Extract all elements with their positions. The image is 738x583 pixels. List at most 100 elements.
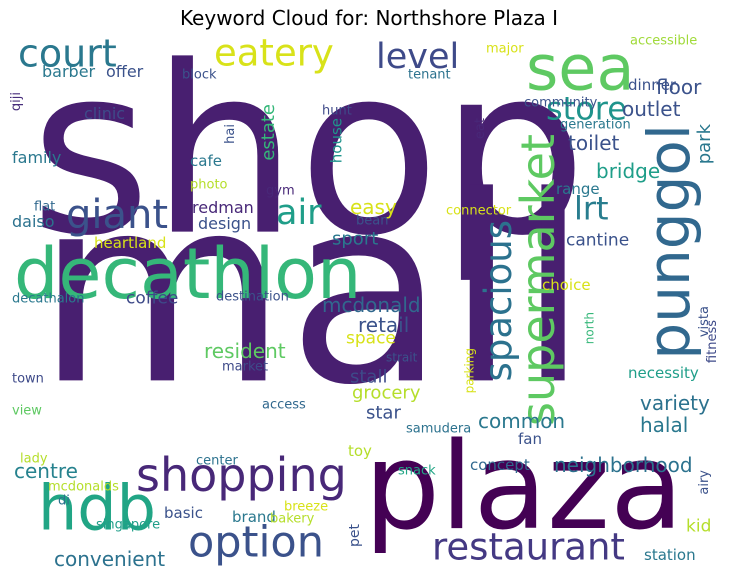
- cloud-word-parking: parking: [462, 348, 476, 393]
- cloud-word-station: station: [644, 546, 696, 564]
- cloud-word-lady: lady: [20, 451, 48, 466]
- cloud-word-concept: concept: [470, 456, 530, 474]
- cloud-word-common: common: [478, 409, 565, 433]
- cloud-word-access: access: [262, 397, 306, 412]
- cloud-word-center: center: [196, 453, 238, 468]
- cloud-word-vista: vista: [697, 306, 712, 337]
- cloud-word-hdb: hdb: [38, 472, 156, 545]
- cloud-word-decathlon: decathlon: [14, 233, 361, 315]
- chart-title: Keyword Cloud for: Northshore Plaza I: [179, 6, 559, 30]
- cloud-word-community: community: [524, 95, 598, 110]
- cloud-word-fitness: fitness: [705, 320, 720, 363]
- cloud-word-generation: generation: [560, 117, 631, 132]
- cloud-word-singapore: singapore: [96, 517, 160, 532]
- cloud-word-supermarket: supermarket: [511, 134, 565, 426]
- cloud-word-bean: bean: [356, 213, 388, 228]
- cloud-word-toilet: toilet: [568, 131, 619, 155]
- cloud-word-choice: choice: [542, 276, 591, 294]
- cloud-word-market: market: [222, 359, 268, 374]
- cloud-word-dinner: dinner: [628, 76, 677, 94]
- cloud-word-sea: sea: [526, 34, 634, 105]
- cloud-word-grocery: grocery: [352, 382, 421, 403]
- cloud-word-town: town: [12, 371, 44, 386]
- cloud-word-snack: snack: [398, 463, 436, 478]
- cloud-word-hunt: hunt: [322, 103, 352, 118]
- word-cloud-area: shop mall plaza decathlon sea punggol hdb shopp…: [8, 34, 730, 578]
- cloud-word-necessity: necessity: [628, 364, 699, 382]
- cloud-word-fan: fan: [518, 430, 542, 448]
- cloud-word-block: block: [182, 67, 217, 82]
- cloud-word-basic: basic: [164, 504, 203, 522]
- cloud-word-neighborhood: neighborhood: [554, 453, 693, 477]
- cloud-word-outlet: outlet: [622, 97, 681, 121]
- cloud-word-gym: gym: [266, 183, 295, 198]
- cloud-word-accessible: accessible: [630, 34, 697, 48]
- cloud-word-air: air: [276, 193, 322, 233]
- cloud-word-stall: stall: [350, 366, 387, 387]
- cloud-word-convenient: convenient: [54, 547, 165, 571]
- cloud-word-pet: pet: [347, 524, 363, 548]
- cloud-word-option: option: [188, 517, 324, 567]
- cloud-word-halal: halal: [640, 413, 688, 437]
- cloud-word-punggol: punggol: [635, 124, 703, 360]
- cloud-word-house: house: [328, 118, 346, 163]
- cloud-word-toy: toy: [348, 442, 372, 460]
- cloud-word-cafe: cafe: [190, 152, 222, 170]
- cloud-word-star: star: [366, 402, 401, 423]
- cloud-word-design: design: [198, 214, 251, 233]
- cloud-word-kid: kid: [686, 517, 711, 537]
- cloud-word-hai: hai: [223, 124, 238, 144]
- cloud-word-family: family: [12, 148, 61, 167]
- cloud-word-major: major: [486, 41, 524, 56]
- cloud-word-di: di: [58, 493, 70, 508]
- cloud-word-range: range: [556, 180, 600, 198]
- cloud-word-photo: photo: [190, 177, 228, 192]
- cloud-word-connector: connector: [446, 203, 512, 218]
- cloud-word-airy: airy: [697, 470, 712, 495]
- cloud-word-mcdonald: mcdonald: [322, 293, 421, 317]
- cloud-word-court: court: [18, 34, 117, 75]
- cloud-word-north: north: [582, 312, 596, 344]
- cloud-word-tenant: tenant: [408, 67, 451, 82]
- cloud-word-centre: centre: [14, 459, 78, 483]
- cloud-word-resident: resident: [204, 339, 286, 363]
- cloud-word-sport: sport: [332, 228, 378, 249]
- cloud-word-bakery: bakery: [270, 511, 315, 526]
- cloud-word-coffee: coffee: [126, 289, 178, 309]
- cloud-word-decathalon: decathalon: [12, 291, 84, 306]
- cloud-word-cantine: cantine: [566, 231, 629, 251]
- cloud-word-park: park: [694, 123, 715, 164]
- cloud-word-destination: destination: [216, 289, 289, 304]
- cloud-word-breeze: breeze: [284, 499, 328, 514]
- cloud-word-brand: brand: [232, 508, 276, 526]
- cloud-word-flat: flat: [34, 199, 55, 214]
- cloud-word-level: level: [376, 37, 459, 77]
- cloud-word-floor: floor: [656, 75, 702, 99]
- cloud-word-eatery: eatery: [214, 34, 334, 75]
- cloud-word-bridge: bridge: [596, 159, 660, 183]
- cloud-word-restaurant: restaurant: [432, 526, 625, 569]
- cloud-word-heartland: heartland: [94, 234, 166, 252]
- cloud-word-spacious: spacious: [477, 220, 520, 381]
- cloud-word-giant: giant: [66, 192, 168, 238]
- cloud-word-variety: variety: [640, 391, 710, 415]
- cloud-word-shopping: shopping: [136, 448, 347, 502]
- cloud-word-clinic: clinic: [84, 104, 125, 123]
- cloud-word-daiso: daiso: [12, 212, 55, 231]
- cloud-word-strait: strait: [386, 351, 418, 365]
- cloud-word-shop: shop: [30, 34, 587, 287]
- cloud-word-space: space: [346, 329, 396, 349]
- cloud-word-plaza: plaza: [364, 418, 684, 557]
- cloud-word-estate: estate: [258, 104, 279, 161]
- cloud-word-view: view: [12, 403, 42, 418]
- cloud-word-redman: redman: [192, 198, 254, 217]
- cloud-word-easy: easy: [350, 195, 397, 219]
- cloud-word-mcdonalds: mcdonalds: [48, 479, 119, 494]
- cloud-word-eat: eat: [473, 118, 488, 139]
- cloud-word-mall: mall: [36, 141, 589, 441]
- cloud-word-retail: retail: [358, 313, 409, 337]
- cloud-word-barber: barber: [42, 62, 96, 81]
- cloud-word-qiji: qiji: [9, 92, 24, 111]
